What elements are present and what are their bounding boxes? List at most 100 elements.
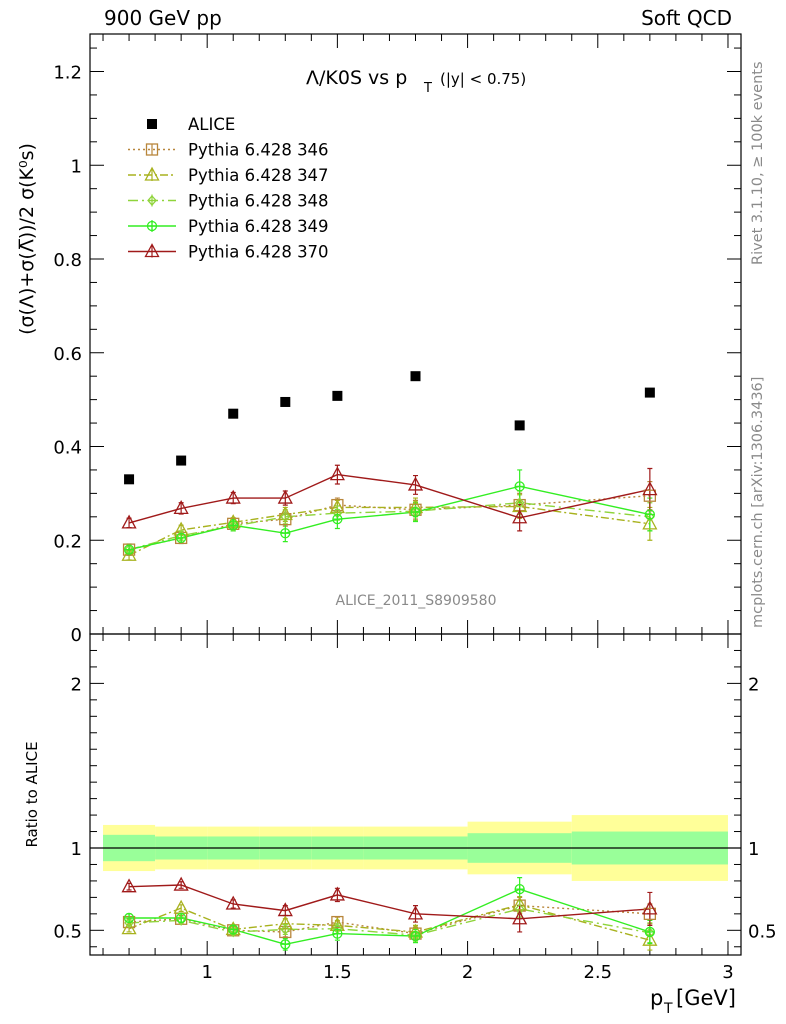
- main-series-line-3: [128, 502, 650, 551]
- main-point-4-2-cross: [228, 520, 238, 530]
- main-point-5-4: [329, 466, 345, 481]
- legend-marker-3: [147, 195, 157, 206]
- legend-label-4: Pythia 6.428 349: [188, 217, 329, 236]
- ratio-series-line-3: [129, 888, 651, 946]
- main-ytick-label: 0.2: [53, 531, 82, 552]
- ratio-point-4-2: [225, 895, 241, 910]
- ratio-xtick-label: 3: [722, 962, 733, 983]
- x-axis-label-sub: T: [663, 1001, 673, 1017]
- main-point-0-6: [514, 420, 525, 431]
- ratio-point-3-0-cross: [124, 913, 134, 923]
- main-point-0-1: [176, 455, 187, 466]
- main-point-0-2: [228, 408, 239, 419]
- ratio-series-line-1: [128, 904, 651, 941]
- ratio-point-3-2-cross: [228, 924, 238, 934]
- main-ytick-label: 0.4: [53, 438, 82, 459]
- ratio-point-1-6: [512, 896, 528, 911]
- main-point-1-1: [174, 531, 188, 545]
- main-point-3-3: [280, 511, 291, 523]
- main-ytick-label: 0.6: [53, 344, 82, 365]
- ratio-xtick-label: 2: [462, 962, 473, 983]
- ratio-point-1-7: [642, 931, 658, 946]
- main-watermark: ALICE_2011_S8909580: [336, 593, 497, 609]
- ratio-ylabel: Ratio to ALICE: [23, 741, 41, 847]
- ratio-xtick-label: 1.5: [323, 962, 352, 983]
- main-point-5-2: [225, 489, 241, 504]
- legend-marker-4-cross: [147, 221, 157, 231]
- ratio-series-line-4: [129, 884, 650, 920]
- ratio-ytick-label-right: 2: [748, 674, 759, 695]
- main-point-4-7-cross: [645, 509, 655, 519]
- main-point-0-7: [644, 387, 655, 398]
- ratio-ytick-label-right: 1: [748, 839, 759, 860]
- x-axis-label-unit: [GeV]: [676, 986, 736, 1010]
- main-ytick-label: 0: [71, 625, 82, 646]
- ratio-point-4-5: [407, 905, 424, 920]
- ratio-point-3-7-cross: [645, 927, 655, 937]
- legend-label-1: Pythia 6.428 346: [188, 141, 329, 160]
- ratio-point-0-4: [331, 915, 344, 929]
- main-point-1-0: [122, 543, 136, 556]
- main-point-3-6: [514, 497, 525, 509]
- ratio-point-1-0: [121, 920, 137, 935]
- ratio-point-1-3: [277, 915, 293, 930]
- ratio-point-2-2: [228, 926, 239, 938]
- ratio-point-3-3-cross: [280, 939, 290, 949]
- main-point-5-1: [173, 500, 189, 515]
- header-left: 900 GeV pp: [104, 6, 222, 30]
- main-series-line-1: [128, 495, 650, 551]
- main-point-5-6: [512, 509, 528, 524]
- main-point-4-4-cross: [332, 514, 342, 524]
- main-ylabel: (σ(Λ)+σ(Λ̅))/2 σ(K⁰s): [16, 143, 38, 335]
- ratio-ytick-label: 1: [71, 839, 82, 860]
- main-title: Λ/K0S vs p: [306, 67, 407, 89]
- main-ytick-label: 1: [71, 156, 82, 177]
- main-point-2-3: [277, 506, 293, 521]
- ratio-point-2-3: [280, 924, 291, 935]
- ratio-point-3-1-cross: [176, 913, 186, 923]
- ratio-point-4-1: [173, 876, 189, 891]
- main-panel: 0 0.2 0.4 0.6 0.8 1 1.2 (σ(Λ)+σ(Λ̅))/2 σ(K⁰s) Λ/…: [16, 33, 742, 646]
- main-ytick-label: 0.8: [53, 250, 82, 271]
- main-series-line-4: [128, 485, 651, 551]
- main-point-3-7: [644, 511, 655, 523]
- legend-marker-2: [144, 166, 160, 181]
- ratio-point-4-7: [642, 900, 658, 915]
- ratio-point-2-6: [514, 903, 525, 915]
- main-series-line-2: [128, 505, 650, 556]
- ratio-ytick-label: 0.5: [53, 921, 82, 942]
- main-title-cut: (|y| < 0.75): [440, 70, 526, 88]
- ratio-point-4-4: [329, 886, 345, 901]
- main-title-sub: T: [423, 81, 432, 96]
- ratio-ytick-label: 2: [71, 674, 82, 695]
- main-ytick-label: 1.2: [53, 63, 82, 84]
- main-point-0-5: [410, 371, 421, 382]
- legend-label-0: ALICE: [188, 115, 235, 134]
- x-axis-label: p: [650, 986, 663, 1010]
- main-point-5-3: [277, 489, 293, 504]
- ratio-point-4-0: [121, 878, 137, 893]
- ratio-point-3-5-cross: [411, 931, 420, 941]
- main-point-4-6-cross: [515, 481, 525, 491]
- main-series-line-5: [128, 473, 651, 524]
- header-right: Soft QCD: [641, 6, 732, 30]
- ratio-series-line-0: [129, 904, 650, 935]
- legend-marker-1: [145, 143, 159, 156]
- main-point-5-7: [642, 481, 658, 496]
- main-point-1-7: [643, 489, 657, 502]
- ratio-point-2-1: [176, 914, 187, 926]
- legend-label-3: Pythia 6.428 348: [188, 192, 329, 211]
- main-point-0-3: [280, 396, 291, 407]
- ratio-point-3-6-cross: [515, 884, 525, 894]
- ratio-point-0-3: [279, 925, 292, 939]
- legend-label-5: Pythia 6.428 370: [188, 243, 329, 262]
- ratio-xtick-label: 2.5: [583, 962, 612, 983]
- ratio-series-line-2: [129, 908, 651, 936]
- ratio-point-3-4-cross: [332, 929, 342, 939]
- main-point-4-5-cross: [411, 507, 420, 517]
- main-point-4-3-cross: [280, 528, 290, 538]
- legend-label-2: Pythia 6.428 347: [188, 166, 329, 185]
- main-point-2-0: [121, 546, 137, 561]
- legend-marker-5: [144, 243, 160, 258]
